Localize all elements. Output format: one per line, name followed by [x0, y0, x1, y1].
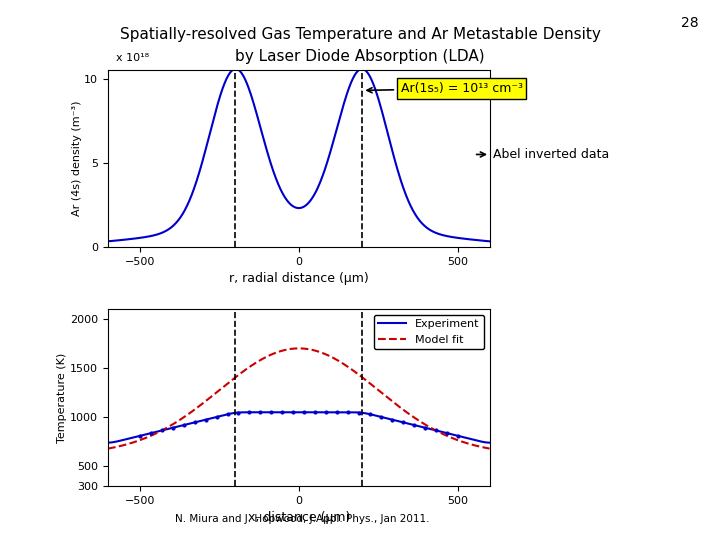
Line: Model fit: Model fit: [108, 348, 490, 449]
Legend: Experiment, Model fit: Experiment, Model fit: [374, 315, 484, 349]
Y-axis label: Temperature (K): Temperature (K): [58, 353, 68, 443]
Model fit: [258, 356, 266, 362]
Model fit: [366, 381, 374, 387]
Experiment: [104, 440, 112, 446]
X-axis label: r, radial distance (μm): r, radial distance (μm): [229, 272, 369, 286]
Line: Experiment: Experiment: [108, 412, 490, 443]
Experiment: [272, 409, 281, 415]
Model fit: [402, 408, 410, 415]
Model fit: [485, 446, 494, 452]
Experiment: [366, 411, 374, 417]
Model fit: [143, 434, 151, 441]
Experiment: [258, 409, 267, 415]
Model fit: [271, 349, 280, 356]
Text: 28: 28: [681, 16, 698, 30]
X-axis label: x, distance (μm): x, distance (μm): [248, 511, 350, 524]
Text: by Laser Diode Absorption (LDA): by Laser Diode Absorption (LDA): [235, 49, 485, 64]
Text: Ar(1s₅) = 10¹³ cm⁻³: Ar(1s₅) = 10¹³ cm⁻³: [367, 82, 523, 95]
Text: Abel inverted data: Abel inverted data: [477, 148, 609, 161]
Experiment: [402, 420, 410, 426]
Experiment: [408, 422, 417, 428]
Model fit: [294, 345, 303, 352]
Text: x 10¹⁸: x 10¹⁸: [116, 53, 148, 63]
Text: Spatially-resolved Gas Temperature and Ar Metastable Density: Spatially-resolved Gas Temperature and A…: [120, 27, 600, 42]
Experiment: [143, 431, 151, 437]
Experiment: [485, 440, 494, 446]
Text: N. Miura and J. Hopwood, J.Appl. Phys., Jan 2011.: N. Miura and J. Hopwood, J.Appl. Phys., …: [175, 514, 430, 524]
Model fit: [104, 446, 112, 452]
Y-axis label: Ar (4s) density (m⁻³): Ar (4s) density (m⁻³): [71, 101, 81, 217]
Experiment: [253, 409, 262, 415]
Model fit: [408, 413, 417, 420]
